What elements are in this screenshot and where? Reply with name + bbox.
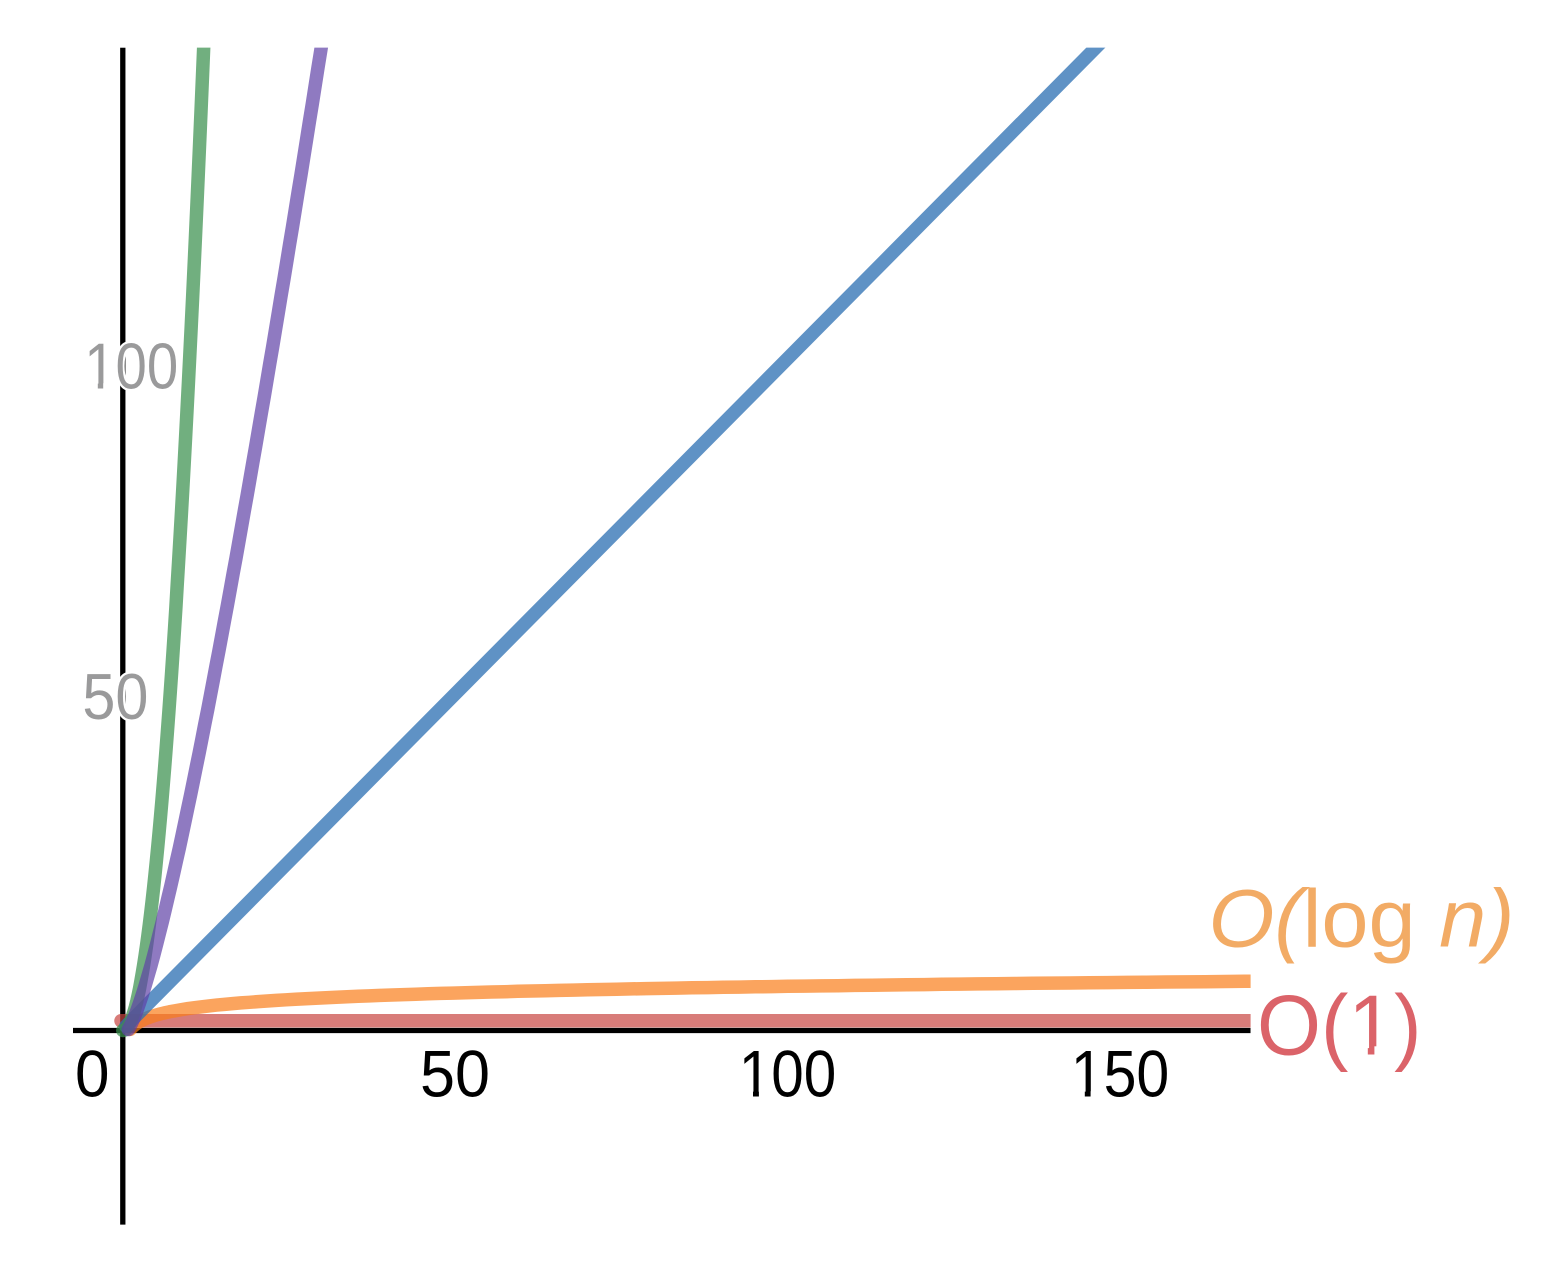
svg-text:100: 100 bbox=[84, 331, 178, 403]
svg-text:O(1): O(1) bbox=[1257, 978, 1422, 1073]
svg-text:50: 50 bbox=[82, 661, 148, 733]
svg-text:O(log n): O(log n) bbox=[1209, 873, 1515, 964]
svg-text:150: 150 bbox=[1071, 1037, 1170, 1111]
svg-text:0: 0 bbox=[75, 1036, 110, 1110]
svg-text:50: 50 bbox=[420, 1037, 490, 1111]
svg-text:100: 100 bbox=[739, 1037, 837, 1111]
